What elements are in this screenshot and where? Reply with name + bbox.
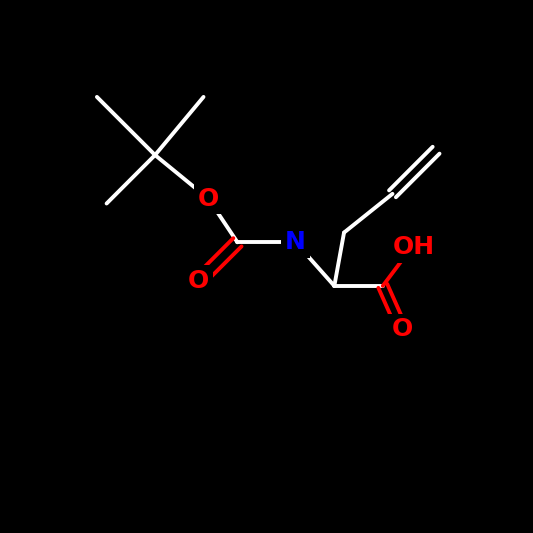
Text: OH: OH [393,235,435,259]
Text: O: O [188,269,209,293]
Text: O: O [198,187,219,211]
Text: O: O [392,318,413,342]
Text: N: N [285,230,306,254]
